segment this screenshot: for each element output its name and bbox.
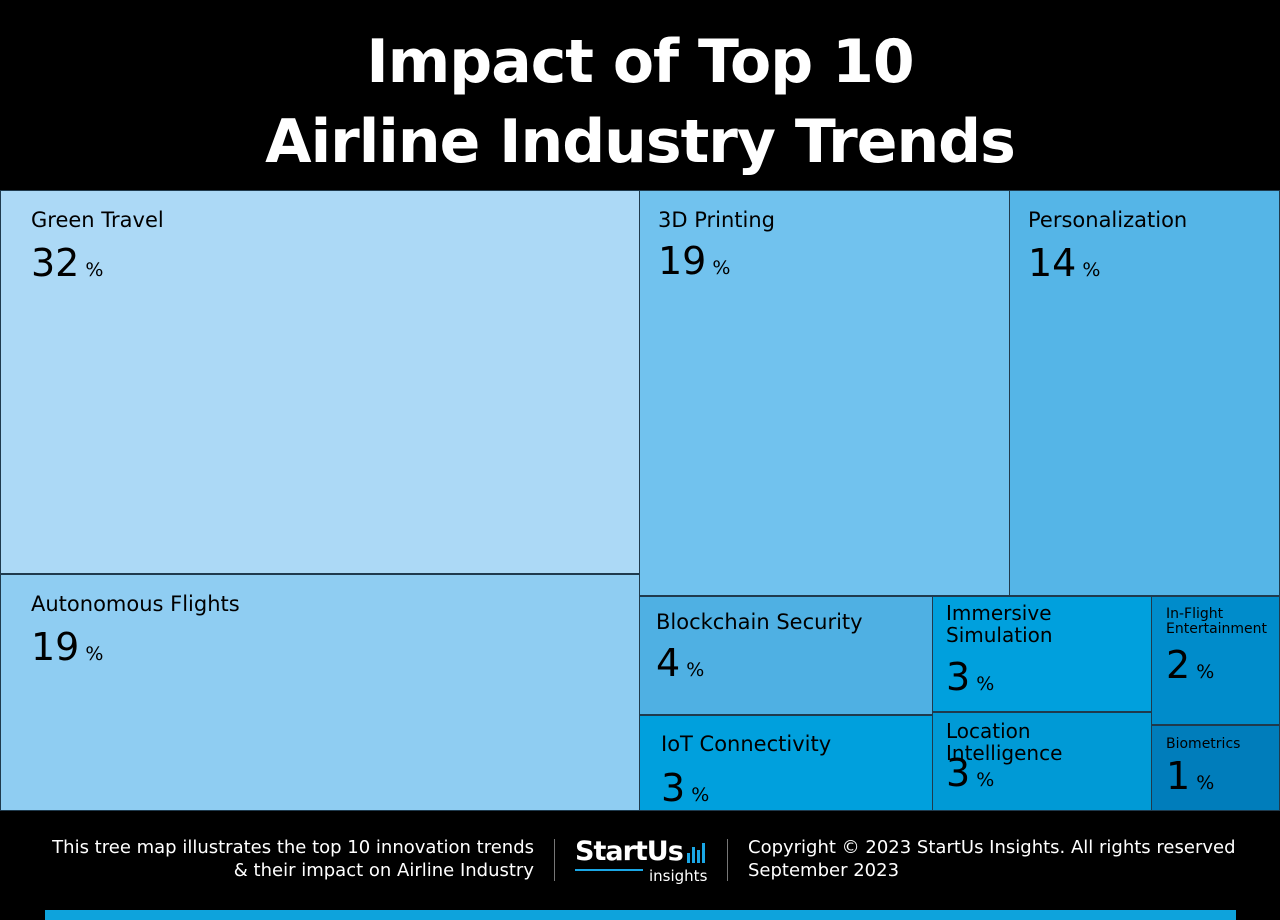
treemap-value-unit: % <box>976 769 995 791</box>
treemap-label-biometrics: Biometrics <box>1166 736 1241 752</box>
treemap-value-number: 3 <box>946 655 971 699</box>
treemap-value-location-intelligence: 3% <box>946 751 994 795</box>
treemap-tile-blockchain-security: Blockchain Security 4% <box>639 596 933 715</box>
treemap-tile-biometrics: Biometrics 1% <box>1151 725 1280 811</box>
footer-copyright: Copyright © 2023 StartUs Insights. All r… <box>748 836 1236 882</box>
treemap-label-immersive-simulation: Immersive Simulation <box>946 601 1053 647</box>
copyright-text: Copyright © 2023 StartUs Insights. All r… <box>748 837 1236 858</box>
footer-description-line-2: & their impact on Airline Industry <box>233 860 534 881</box>
treemap-value-immersive-simulation: 3% <box>946 655 994 699</box>
footer: This tree map illustrates the top 10 inn… <box>0 811 1280 920</box>
footer-divider-left <box>554 839 555 881</box>
treemap-value-number: 4 <box>656 641 681 685</box>
treemap-value-unit: % <box>686 659 705 681</box>
bottom-accent-bar <box>45 910 1236 920</box>
treemap-label-autonomous-flights: Autonomous Flights <box>31 592 240 616</box>
footer-description: This tree map illustrates the top 10 inn… <box>52 836 534 882</box>
treemap-label-personalization: Personalization <box>1028 208 1188 232</box>
treemap-value-personalization: 14% <box>1028 241 1100 285</box>
startus-insights-logo: StartUs insights <box>575 837 710 887</box>
treemap-tile-autonomous-flights: Autonomous Flights 19% <box>0 574 640 811</box>
treemap-value-green-travel: 32% <box>31 241 103 285</box>
chart-title-line-2: Airline Industry Trends <box>265 107 1016 177</box>
header: Impact of Top 10 Airline Industry Trends <box>0 0 1280 190</box>
treemap-label-3d-printing: 3D Printing <box>658 208 775 232</box>
treemap-label-in-flight-entertainment: In-Flight Entertainment <box>1166 606 1268 638</box>
treemap-value-number: 3 <box>661 766 686 810</box>
treemap-label-location-intelligence: Location Intelligence <box>946 719 1063 765</box>
treemap-value-unit: % <box>85 259 104 281</box>
treemap-value-biometrics: 1% <box>1166 754 1214 798</box>
treemap-label-green-travel: Green Travel <box>31 208 164 232</box>
logo-subtitle: insights <box>649 867 708 885</box>
logo-underline <box>575 869 643 871</box>
treemap-tile-personalization: Personalization 14% <box>1009 190 1280 596</box>
bar-chart-icon <box>687 843 705 863</box>
treemap-value-unit: % <box>1082 259 1101 281</box>
treemap-tile-in-flight-entertainment: In-Flight Entertainment 2% <box>1151 596 1280 725</box>
treemap-value-unit: % <box>976 673 995 695</box>
treemap-value-number: 1 <box>1166 754 1191 798</box>
treemap-value-number: 19 <box>31 625 80 669</box>
treemap-value-unit: % <box>691 784 710 806</box>
chart-title: Impact of Top 10 Airline Industry Trends <box>0 22 1280 182</box>
treemap-value-iot-connectivity: 3% <box>661 766 709 810</box>
treemap-value-unit: % <box>1196 661 1215 683</box>
treemap-value-number: 2 <box>1166 643 1191 687</box>
treemap: Green Travel 32% Autonomous Flights 19% 3D P… <box>0 190 1280 811</box>
treemap-value-number: 32 <box>31 241 80 285</box>
treemap-value-autonomous-flights: 19% <box>31 625 103 669</box>
footer-description-line-1: This tree map illustrates the top 10 inn… <box>52 837 534 858</box>
treemap-label-blockchain-security: Blockchain Security <box>656 610 863 634</box>
treemap-tile-immersive-simulation: Immersive Simulation 3% <box>932 596 1152 712</box>
chart-title-line-1: Impact of Top 10 <box>366 27 914 97</box>
treemap-tile-green-travel: Green Travel 32% <box>0 190 640 574</box>
treemap-value-in-flight-entertainment: 2% <box>1166 643 1214 687</box>
treemap-tile-location-intelligence: Location Intelligence 3% <box>932 712 1152 811</box>
footer-divider-right <box>727 839 728 881</box>
treemap-value-number: 14 <box>1028 241 1077 285</box>
treemap-value-3d-printing: 19% <box>658 239 730 283</box>
treemap-value-unit: % <box>85 643 104 665</box>
treemap-tile-3d-printing: 3D Printing 19% <box>639 190 1010 596</box>
treemap-value-number: 3 <box>946 751 971 795</box>
treemap-value-blockchain-security: 4% <box>656 641 704 685</box>
treemap-value-unit: % <box>712 257 731 279</box>
treemap-value-unit: % <box>1196 772 1215 794</box>
logo-wordmark: StartUs <box>575 836 684 867</box>
treemap-tile-iot-connectivity: IoT Connectivity 3% <box>639 715 933 811</box>
treemap-value-number: 19 <box>658 239 707 283</box>
treemap-label-iot-connectivity: IoT Connectivity <box>661 732 832 756</box>
publish-date: September 2023 <box>748 860 900 881</box>
